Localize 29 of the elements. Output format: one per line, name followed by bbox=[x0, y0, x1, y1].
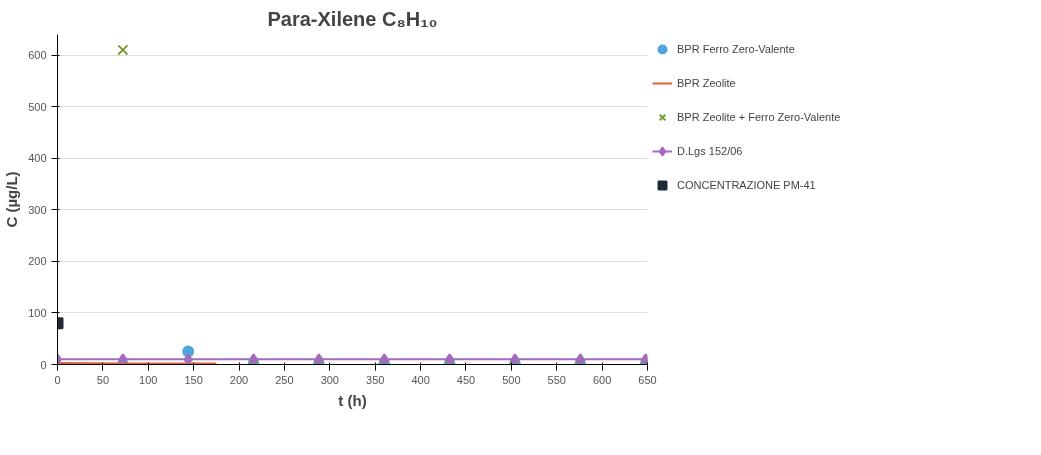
x-tick-label: 650 bbox=[638, 373, 657, 386]
x-tick-label: 550 bbox=[547, 373, 566, 386]
x-tick-label: 100 bbox=[139, 373, 158, 386]
y-tick-label: 300 bbox=[28, 203, 47, 216]
x-tick-label: 400 bbox=[411, 373, 430, 386]
x-tick-label: 200 bbox=[229, 373, 249, 386]
x-tick-label: 350 bbox=[366, 373, 385, 386]
legend-label: BPR Ferro Zero-Valente bbox=[677, 43, 795, 55]
y-tick-label: 100 bbox=[28, 306, 47, 319]
y-tick-label: 500 bbox=[28, 100, 47, 113]
y-tick-label: 400 bbox=[28, 152, 47, 165]
y-tick-label: 600 bbox=[28, 49, 47, 62]
y-tick-label: 200 bbox=[28, 255, 47, 268]
y-axis-title: C (µg/L) bbox=[3, 171, 21, 228]
x-tick-label: 150 bbox=[184, 373, 203, 386]
x-tick-label: 500 bbox=[502, 373, 521, 386]
x-tick-label: 250 bbox=[275, 373, 294, 386]
legend-label: BPR Zeolite + Ferro Zero-Valente bbox=[677, 111, 841, 123]
x-tick-label: 50 bbox=[96, 373, 110, 386]
x-tick-label: 0 bbox=[54, 373, 61, 386]
x-axis-title: t (h) bbox=[338, 391, 367, 409]
legend-label: BPR Zeolite bbox=[677, 77, 736, 89]
x-tick-label: 450 bbox=[456, 373, 476, 386]
legend-label: CONCENTRAZIONE PM-41 bbox=[677, 179, 816, 191]
x-tick-label: 600 bbox=[592, 373, 612, 386]
x-tick-label: 300 bbox=[320, 373, 339, 386]
chart-title: Para-Xilene C₈H₁₀ bbox=[267, 7, 438, 30]
legend-label: D.Lgs 152/06 bbox=[677, 145, 743, 157]
y-tick-label: 0 bbox=[40, 358, 47, 371]
